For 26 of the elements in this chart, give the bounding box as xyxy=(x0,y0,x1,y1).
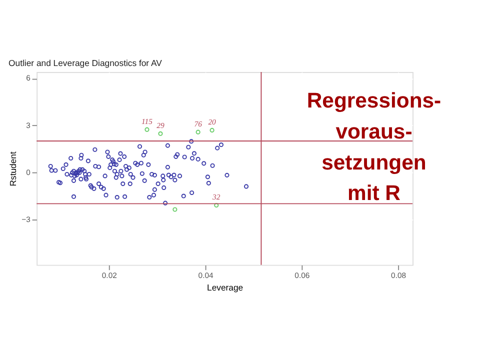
x-tick-label: 0.08 xyxy=(391,270,406,280)
annotation: 32 xyxy=(212,192,220,202)
annotation: 76 xyxy=(194,119,202,128)
chart-title: Outlier and Leverage Diagnostics for AV xyxy=(8,58,162,68)
x-tick-label: 0.04 xyxy=(198,270,214,280)
annotation: 20 xyxy=(208,117,216,126)
annotation: voraus- xyxy=(336,120,412,144)
y-tick-label: 3 xyxy=(26,120,30,130)
annotation: mit R xyxy=(347,182,400,206)
annotation: setzungen xyxy=(322,151,426,174)
point xyxy=(214,202,219,208)
annotation: Regressions- xyxy=(306,90,442,113)
annotation: 115 xyxy=(141,116,153,126)
y-axis-title: Rstudent xyxy=(8,151,18,186)
y-tick-label: 6 xyxy=(26,74,30,83)
y-tick-label: −3 xyxy=(22,214,30,224)
point xyxy=(144,127,150,132)
x-axis-title: Leverage xyxy=(207,282,244,292)
x-tick-label: 0.02 xyxy=(102,270,117,280)
point xyxy=(172,207,178,212)
point xyxy=(158,131,163,136)
point xyxy=(210,128,214,132)
y-tick-label: 0 xyxy=(26,168,30,177)
annotation: 29 xyxy=(156,120,164,130)
point xyxy=(196,130,200,134)
x-tick-label: 0.06 xyxy=(294,270,310,280)
